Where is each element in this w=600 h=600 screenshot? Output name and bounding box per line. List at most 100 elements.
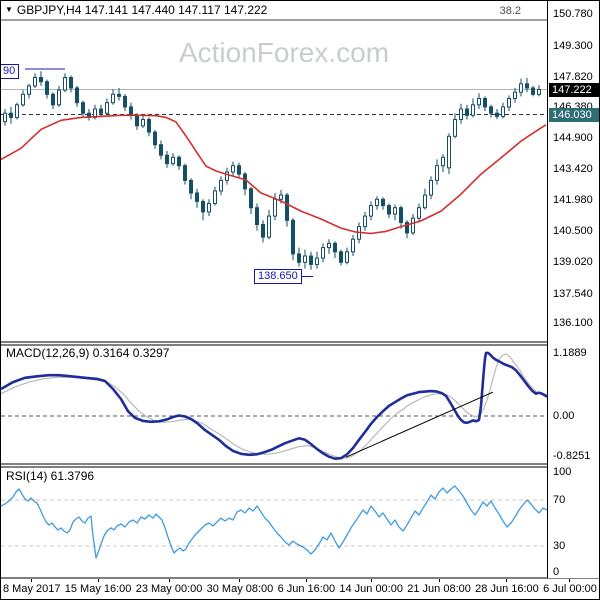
candle-body <box>477 98 481 106</box>
time-axis-label: 14 Jun 00:00 <box>339 583 403 595</box>
time-axis-label: 15 May 16:00 <box>64 583 132 595</box>
candle-body <box>33 77 37 87</box>
candle-body <box>525 83 529 89</box>
candle-body <box>153 131 157 146</box>
candle-body <box>387 205 391 215</box>
candle-body <box>57 89 61 106</box>
time-axis-cell: 30 May 08:00 <box>207 579 273 595</box>
candle-body <box>405 221 409 234</box>
candle-body <box>483 98 487 108</box>
symbol-dropdown-icon[interactable]: ▼ <box>5 5 13 14</box>
candle-body <box>225 171 229 181</box>
candle-body <box>219 179 223 192</box>
candle-body <box>273 198 277 217</box>
time-tick <box>370 579 372 582</box>
candle-body <box>447 135 451 169</box>
candle-body <box>441 156 445 167</box>
candle-body <box>501 106 505 117</box>
candle-body <box>375 198 379 207</box>
time-tick <box>239 579 241 582</box>
candle-body <box>165 154 169 165</box>
symbol-ohlc-text: GBPJPY,H4 147.141 147.440 147.117 147.22… <box>16 3 268 17</box>
candle-body <box>39 77 43 83</box>
candle-body <box>213 190 217 204</box>
time-tick <box>31 579 33 582</box>
time-tick <box>438 579 440 582</box>
price-axis-label: 137.540 <box>553 287 593 300</box>
candle-body <box>249 188 253 209</box>
price-axis-label: 144.900 <box>553 131 593 144</box>
rsi-axis-label: 0 <box>553 565 560 578</box>
macd-signal-line <box>1 353 548 459</box>
symbol-info-bar[interactable]: ▼ GBPJPY,H4 147.141 147.440 147.117 147.2… <box>5 3 267 17</box>
time-tick <box>506 579 508 582</box>
time-axis-label: 28 Jun 16:00 <box>475 583 539 595</box>
high-annotation-box[interactable]: 90 <box>1 64 20 79</box>
candle-body <box>189 179 193 194</box>
candle-body <box>513 91 517 99</box>
candle-body <box>99 108 103 114</box>
actionforex-watermark: ActionForex.com <box>178 37 390 68</box>
time-tick <box>97 579 99 582</box>
rsi-axis-label: 70 <box>553 493 566 506</box>
candle-body <box>291 219 295 255</box>
candle-body <box>255 207 259 225</box>
time-axis-label: 6 Jul 00:00 <box>543 583 597 595</box>
candle-body <box>519 83 523 93</box>
candle-body <box>531 87 535 95</box>
rsi-axis-label: 30 <box>553 539 566 552</box>
macd-axis-label: 0.00 <box>553 409 575 422</box>
candle-body <box>45 81 49 95</box>
time-axis-cell: 23 May 00:00 <box>135 579 203 595</box>
candle-body <box>465 108 469 116</box>
candle-body <box>51 93 55 106</box>
rsi-axis-label: 100 <box>553 465 572 478</box>
candle-body <box>207 203 211 213</box>
time-tick <box>305 579 307 582</box>
time-tick <box>569 579 571 582</box>
fib-38.2-label: 38.2 <box>499 5 521 17</box>
time-axis-cell: 8 May 2017 <box>3 579 60 595</box>
candle-body <box>117 93 121 97</box>
candle-body <box>9 112 13 118</box>
macd-axis-label: -0.8251 <box>553 449 591 462</box>
candle-body <box>339 251 343 263</box>
candle-body <box>261 224 265 238</box>
price-axis-label: 150.780 <box>553 8 593 21</box>
price-scale: 147.222 146.030 150.780 149.300 147.820 146… <box>548 1 599 578</box>
candle-body <box>183 165 187 181</box>
candle-body <box>147 119 151 133</box>
time-axis-cell: 28 Jun 16:00 <box>475 579 539 595</box>
candle-body <box>489 106 493 114</box>
moving-average-line <box>1 114 547 235</box>
candle-body <box>411 217 415 234</box>
candle-body <box>507 98 511 108</box>
candle-body <box>399 207 403 223</box>
macd-label: MACD(12,26,9) 0.3164 0.3297 <box>6 346 170 360</box>
time-axis-label: 23 May 00:00 <box>135 583 203 595</box>
candle-body <box>177 156 181 167</box>
candle-body <box>267 215 271 238</box>
time-axis-cell: 6 Jul 00:00 <box>543 579 597 595</box>
candle-body <box>27 85 31 95</box>
candle-body <box>537 89 541 95</box>
candle-body <box>3 112 7 123</box>
candle-body <box>81 102 85 114</box>
candle-body <box>417 207 421 219</box>
candle-body <box>393 207 397 215</box>
low-annotation-box[interactable]: 138.650 <box>254 269 302 284</box>
time-axis-cell: 14 Jun 00:00 <box>339 579 403 595</box>
candle-body <box>327 242 331 249</box>
price-axis-label: 140.500 <box>553 225 593 238</box>
candle-body <box>423 194 427 209</box>
macd-trendline[interactable] <box>345 391 494 458</box>
candle-body <box>369 205 373 217</box>
candle-body <box>63 77 67 91</box>
candle-body <box>111 93 115 104</box>
candle-body <box>21 93 25 106</box>
time-axis: 8 May 2017 15 May 16:00 23 May 00:00 30 May… <box>3 579 597 595</box>
candle-body <box>471 104 475 116</box>
candle-body <box>69 77 73 89</box>
